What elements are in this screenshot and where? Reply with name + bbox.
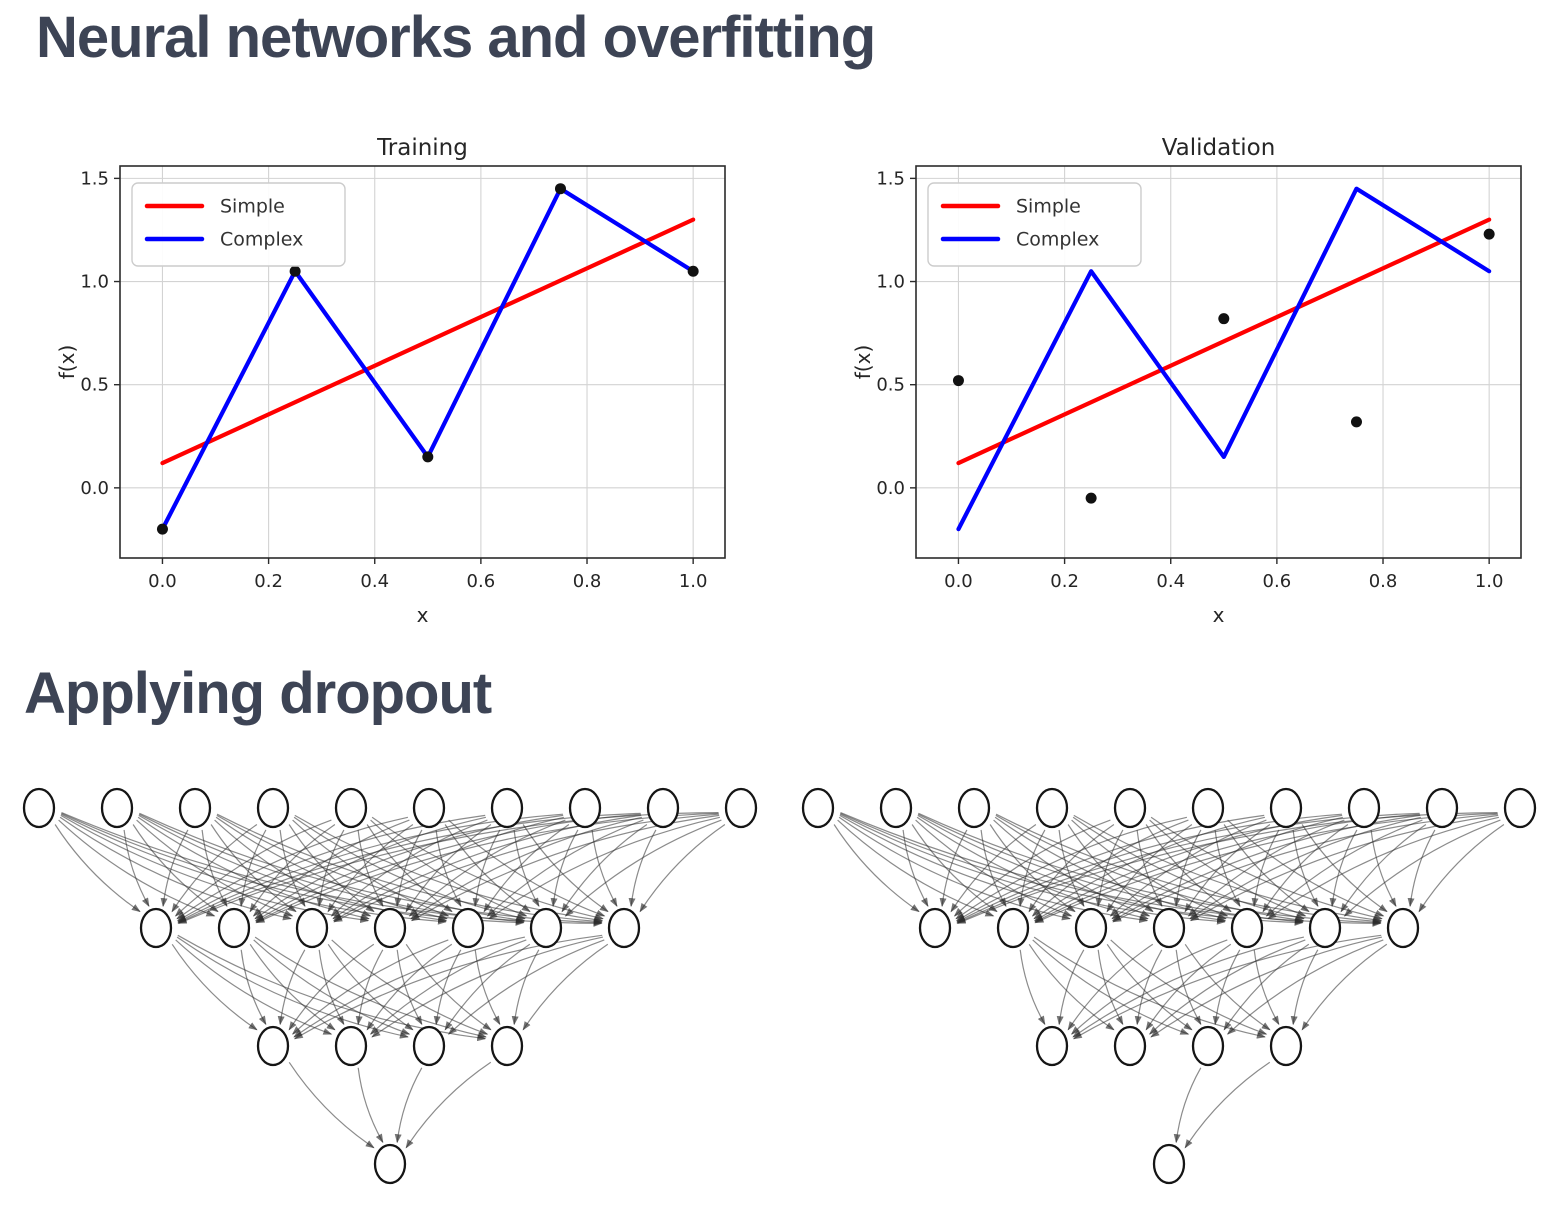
- charts-row: 0.0 0.2 0.4 0.6 0.8 1.0 0.0 0.5 1.0 1.5 x f(x) Train…: [58, 133, 1554, 638]
- heading-dropout: Applying dropout: [24, 661, 492, 726]
- svg-text:x: x: [417, 603, 429, 627]
- svg-text:0.0: 0.0: [944, 571, 973, 592]
- svg-text:0.2: 0.2: [254, 571, 283, 592]
- svg-text:0.0: 0.0: [876, 478, 905, 499]
- svg-text:0.2: 0.2: [1050, 571, 1079, 592]
- svg-text:0.4: 0.4: [1156, 571, 1185, 592]
- svg-text:0.0: 0.0: [80, 478, 109, 499]
- svg-text:0.4: 0.4: [360, 571, 389, 592]
- svg-text:1.0: 1.0: [679, 571, 708, 592]
- svg-text:1.0: 1.0: [1475, 571, 1504, 592]
- svg-text:Complex: Complex: [1016, 229, 1099, 251]
- network-full: [22, 787, 758, 1185]
- svg-text:Simple: Simple: [220, 196, 285, 218]
- svg-text:0.0: 0.0: [148, 571, 177, 592]
- svg-text:0.5: 0.5: [876, 375, 905, 396]
- svg-text:0.8: 0.8: [573, 571, 602, 592]
- svg-text:1.5: 1.5: [80, 168, 109, 189]
- svg-text:Validation: Validation: [1162, 135, 1276, 161]
- svg-text:0.6: 0.6: [1263, 571, 1292, 592]
- svg-text:Complex: Complex: [220, 229, 303, 251]
- network-dropout: [801, 787, 1537, 1185]
- heading-overfitting: Neural networks and overfitting: [36, 5, 876, 70]
- svg-text:0.6: 0.6: [467, 571, 496, 592]
- svg-text:x: x: [1213, 603, 1225, 627]
- networks-row: [0, 756, 1558, 1208]
- svg-text:0.8: 0.8: [1369, 571, 1398, 592]
- svg-text:1.5: 1.5: [876, 168, 905, 189]
- chart-validation: 0.0 0.2 0.4 0.6 0.8 1.0 0.0 0.5 1.0 1.5 x f(x) Valid…: [854, 133, 1554, 638]
- svg-text:Simple: Simple: [1016, 196, 1081, 218]
- svg-text:Training: Training: [376, 135, 468, 161]
- svg-text:f(x): f(x): [854, 345, 875, 379]
- chart-training: 0.0 0.2 0.4 0.6 0.8 1.0 0.0 0.5 1.0 1.5 x f(x) Train…: [58, 133, 758, 638]
- svg-text:1.0: 1.0: [80, 272, 109, 293]
- svg-text:f(x): f(x): [58, 345, 79, 379]
- svg-text:0.5: 0.5: [80, 375, 109, 396]
- svg-text:1.0: 1.0: [876, 272, 905, 293]
